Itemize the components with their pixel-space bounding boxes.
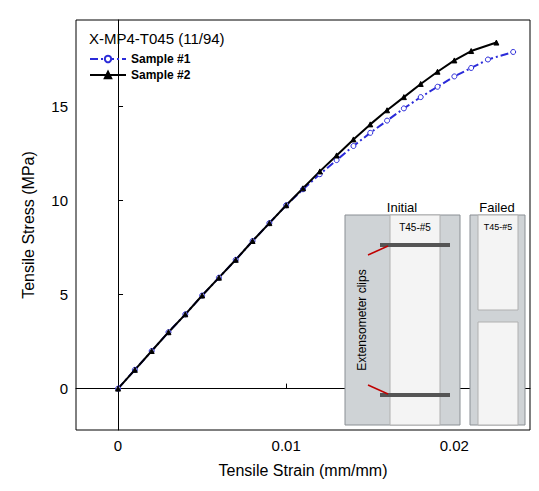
svg-text:0: 0 [60,380,68,397]
svg-text:Initial: Initial [387,200,417,215]
svg-text:5: 5 [60,286,68,303]
svg-text:T45-#5: T45-#5 [484,222,513,232]
svg-text:Failed: Failed [479,200,514,215]
svg-text:Sample #2: Sample #2 [131,68,191,82]
svg-text:Sample #1: Sample #1 [131,52,191,66]
svg-text:T45-#5: T45-#5 [399,222,431,233]
svg-text:0.02: 0.02 [440,437,469,454]
svg-text:Tensile Strain (mm/mm): Tensile Strain (mm/mm) [219,462,388,479]
svg-text:0: 0 [114,437,122,454]
svg-text:Tensile Stress (MPa): Tensile Stress (MPa) [20,151,37,299]
svg-text:10: 10 [51,192,68,209]
svg-text:15: 15 [51,98,68,115]
svg-text:0.01: 0.01 [272,437,301,454]
svg-text:X-MP4-T045 (11/94): X-MP4-T045 (11/94) [89,30,225,47]
svg-text:Extensometer clips: Extensometer clips [355,269,369,370]
